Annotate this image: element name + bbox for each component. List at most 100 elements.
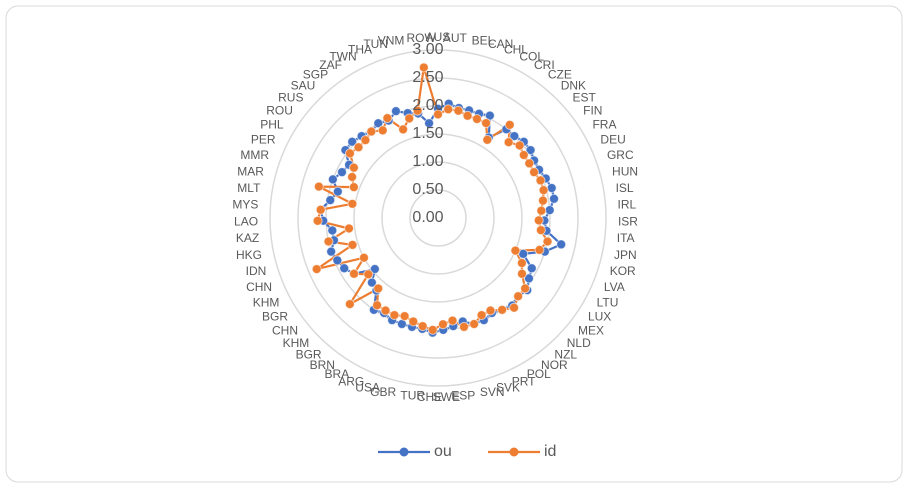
- r-tick-label: 2.00: [412, 97, 443, 114]
- category-label: HKG: [236, 248, 262, 262]
- marker: [550, 194, 559, 203]
- marker: [463, 111, 472, 120]
- category-label: SVN: [480, 385, 505, 399]
- marker: [328, 175, 337, 184]
- category-label: KOR: [610, 264, 636, 278]
- marker: [359, 253, 368, 262]
- r-tick-label: 1.00: [412, 153, 443, 170]
- category-label: DEU: [600, 133, 625, 147]
- category-label: LAO: [234, 214, 258, 228]
- marker: [374, 284, 383, 293]
- category-label: FRA: [592, 118, 616, 132]
- category-label: IRL: [618, 198, 637, 212]
- category-label: LUX: [588, 310, 611, 324]
- marker: [543, 237, 552, 246]
- marker: [525, 159, 534, 168]
- marker: [313, 216, 322, 225]
- category-label: CHN: [246, 280, 272, 294]
- category-label: MYS: [232, 198, 258, 212]
- marker: [383, 114, 392, 123]
- marker: [349, 183, 358, 192]
- marker: [444, 105, 453, 114]
- category-label: HUN: [612, 164, 638, 178]
- marker: [350, 269, 359, 278]
- marker: [505, 120, 514, 129]
- chart: AUSAUTBELCANCHLCOLCRICZEDNKESTFINFRADEUG…: [0, 0, 908, 488]
- marker: [348, 240, 357, 249]
- marker: [391, 107, 400, 116]
- category-label: MAR: [237, 164, 264, 178]
- marker: [367, 127, 376, 136]
- category-label: FIN: [583, 104, 602, 118]
- category-label: VNM: [378, 33, 405, 47]
- marker: [535, 245, 544, 254]
- legend-marker: [510, 448, 519, 457]
- marker: [482, 119, 491, 128]
- marker: [326, 196, 335, 205]
- category-label: MLT: [237, 181, 261, 195]
- category-label: ISL: [616, 181, 634, 195]
- marker: [521, 284, 530, 293]
- marker: [472, 114, 481, 123]
- r-tick-label: 0.50: [412, 181, 443, 198]
- marker: [547, 184, 556, 193]
- marker: [536, 226, 545, 235]
- marker: [400, 312, 409, 321]
- marker: [345, 149, 354, 158]
- marker: [327, 247, 336, 256]
- category-label: JPN: [614, 248, 637, 262]
- marker: [517, 269, 526, 278]
- marker: [470, 320, 479, 329]
- marker: [557, 240, 566, 249]
- marker: [537, 206, 546, 215]
- marker: [511, 246, 520, 255]
- r-tick-label: 0.00: [412, 209, 443, 226]
- category-label: BGR: [262, 310, 288, 324]
- marker: [486, 306, 495, 315]
- marker: [345, 224, 354, 233]
- marker: [504, 138, 513, 147]
- marker: [316, 205, 325, 214]
- category-label: AUT: [443, 31, 468, 45]
- marker: [519, 151, 528, 160]
- marker: [517, 258, 526, 267]
- r-tick-label: 1.50: [412, 125, 443, 142]
- marker: [418, 322, 427, 331]
- category-label: GRC: [607, 148, 634, 162]
- marker: [515, 141, 524, 150]
- category-label: ROU: [266, 104, 293, 118]
- marker: [337, 168, 346, 177]
- marker: [483, 135, 492, 144]
- marker: [510, 303, 519, 312]
- marker: [534, 216, 543, 225]
- category-label: LVA: [604, 280, 625, 294]
- category-label: ISR: [618, 214, 638, 228]
- category-label: PHL: [260, 118, 284, 132]
- chart-frame: [6, 6, 902, 482]
- marker: [438, 320, 447, 329]
- marker: [361, 136, 370, 145]
- marker: [348, 172, 357, 181]
- marker: [460, 322, 469, 331]
- marker: [349, 163, 358, 172]
- marker: [538, 196, 547, 205]
- marker: [364, 270, 373, 279]
- legend-marker: [400, 448, 409, 457]
- marker: [312, 265, 321, 274]
- marker: [409, 317, 418, 326]
- marker: [328, 226, 337, 235]
- category-label: PER: [251, 133, 276, 147]
- legend-label: ou: [434, 443, 452, 460]
- marker: [477, 311, 486, 320]
- category-label: LTU: [597, 295, 619, 309]
- marker: [448, 316, 457, 325]
- marker: [333, 187, 342, 196]
- marker: [340, 264, 349, 273]
- marker: [378, 126, 387, 135]
- marker: [527, 264, 536, 273]
- marker: [498, 305, 507, 314]
- category-label: KAZ: [236, 231, 259, 245]
- category-label: TUR: [400, 388, 425, 402]
- category-label: IDN: [246, 264, 267, 278]
- category-label: RUS: [278, 91, 303, 105]
